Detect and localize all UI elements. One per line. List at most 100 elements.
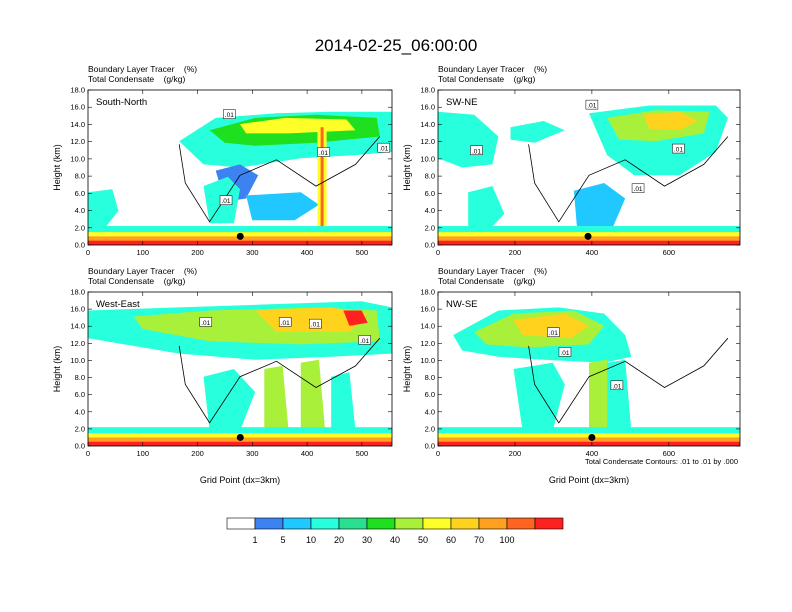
panel-0: .01 .01 .01 .01 0 100 200 300 400 500 0.0 2.0 4.0 6.0…	[52, 64, 393, 257]
y-tick-label: 12.0	[70, 339, 85, 348]
surface-band	[438, 240, 740, 245]
y-tick-label: 12.0	[70, 137, 85, 146]
panel-label: West-East	[96, 299, 140, 310]
y-tick-label: 16.0	[420, 103, 435, 112]
location-marker	[236, 232, 244, 240]
panel-frame	[437, 291, 741, 447]
colorbar-swatch	[534, 517, 564, 530]
colorbar-label: 1	[252, 535, 257, 545]
y-axis-label: Height (km)	[52, 144, 62, 191]
y-tick-label: 10.0	[420, 356, 435, 365]
y-tick-label: 12.0	[420, 137, 435, 146]
x-tick-label: 500	[356, 449, 369, 458]
field-region	[88, 189, 119, 227]
contour-label: .01	[587, 103, 596, 110]
contour-label: .01	[472, 148, 481, 155]
field-region	[573, 183, 626, 227]
y-tick-label: 4.0	[425, 407, 435, 416]
y-tick-label: 2.0	[75, 424, 85, 433]
field-shading: .01 .01 .01 .01	[88, 90, 392, 245]
x-tick-label: 400	[301, 449, 314, 458]
contour-note: Total Condensate Contours: .01 to .01 by…	[585, 457, 738, 466]
field-region	[438, 111, 499, 168]
panel-3: .01 .01 .01 0 200 400 600 0.0 2.0 4.0 6.0 8.0 10.0 12…	[402, 266, 741, 485]
colorbar-swatch	[422, 517, 452, 530]
field-region	[510, 121, 565, 143]
panel-frame	[87, 291, 393, 447]
x-tick-label: 300	[246, 449, 259, 458]
contour-label-box	[377, 142, 391, 153]
panel-header-line: Total Condensate (g/kg)	[88, 74, 186, 84]
panel-header-line: Boundary Layer Tracer (%)	[438, 64, 547, 74]
colorbar-swatch	[310, 517, 340, 530]
panel-header-line: Total Condensate (g/kg)	[438, 74, 536, 84]
contour-label: .01	[201, 320, 210, 327]
field-region	[264, 365, 289, 431]
x-tick-label: 500	[356, 248, 369, 257]
colorbar-label: 30	[362, 535, 372, 545]
contour-label: .01	[311, 322, 320, 329]
colorbar-label: 50	[418, 535, 428, 545]
contour-label: .01	[674, 147, 683, 154]
colorbar-label: 10	[306, 535, 316, 545]
field-region	[468, 186, 505, 233]
y-tick-label: 6.0	[75, 390, 85, 399]
contour-label-box	[219, 195, 233, 205]
field-region	[240, 117, 356, 134]
condensate-contour	[528, 337, 729, 424]
contour-label: .01	[319, 150, 328, 157]
colorbar-swatch	[226, 517, 256, 530]
condensate-contour	[528, 136, 729, 223]
colorbar-swatch	[478, 517, 508, 530]
panel-label: SW-NE	[446, 97, 478, 108]
x-tick-label: 300	[246, 248, 259, 257]
panel-header-line: Total Condensate (g/kg)	[88, 276, 186, 286]
field-region	[300, 359, 326, 431]
field-region	[203, 369, 256, 431]
contour-label-box	[585, 99, 599, 110]
field-region	[513, 362, 565, 431]
surface-band	[88, 441, 392, 446]
contour-label: .01	[560, 350, 569, 357]
y-tick-label: 2.0	[425, 223, 435, 232]
y-tick-label: 14.0	[70, 322, 85, 331]
panel-1: .01 .01 .01 .01 0 200 400 600 0.0 2.0 4.0 6.0 8.0 10.…	[402, 64, 741, 257]
y-tick-label: 10.0	[420, 154, 435, 163]
contour-label-box	[358, 335, 371, 345]
colorbar-label: 100	[499, 535, 514, 545]
x-tick-label: 100	[137, 449, 150, 458]
y-tick-label: 8.0	[425, 172, 435, 181]
field-region	[513, 313, 589, 339]
contour-label-box	[223, 109, 236, 119]
x-tick-label: 600	[663, 449, 676, 458]
colorbar-legend: 1 5 10 20 30 40 50 60 70 100	[226, 517, 564, 545]
contour-label-box	[199, 317, 213, 327]
x-axis-label: Grid Point (dx=3km)	[200, 475, 280, 485]
y-tick-label: 8.0	[75, 172, 85, 181]
x-tick-label: 200	[509, 449, 522, 458]
panel-header-line: Boundary Layer Tracer (%)	[438, 266, 547, 276]
y-tick-label: 18.0	[420, 288, 435, 297]
colorbar-swatch	[394, 517, 424, 530]
y-tick-label: 8.0	[75, 373, 85, 382]
contour-label-box	[610, 380, 624, 391]
location-marker	[236, 433, 244, 441]
contour-label-box	[278, 317, 292, 327]
panel-frame	[87, 89, 393, 246]
y-tick-label: 2.0	[425, 424, 435, 433]
colorbar-label: 20	[334, 535, 344, 545]
y-axis-label: Height (km)	[402, 346, 412, 393]
y-tick-label: 6.0	[425, 189, 435, 198]
field-shading: .01 .01 .01 .01	[88, 292, 392, 446]
contour-label-box	[631, 183, 645, 193]
colorbar-label: 70	[474, 535, 484, 545]
y-axis-label: Height (km)	[402, 144, 412, 191]
panel-label: South-North	[96, 97, 147, 108]
y-tick-label: 16.0	[70, 103, 85, 112]
y-tick-label: 18.0	[70, 288, 85, 297]
contour-label-box	[470, 145, 483, 156]
x-tick-label: 200	[191, 449, 204, 458]
contour-label-box	[547, 327, 560, 337]
x-tick-label: 0	[86, 248, 90, 257]
